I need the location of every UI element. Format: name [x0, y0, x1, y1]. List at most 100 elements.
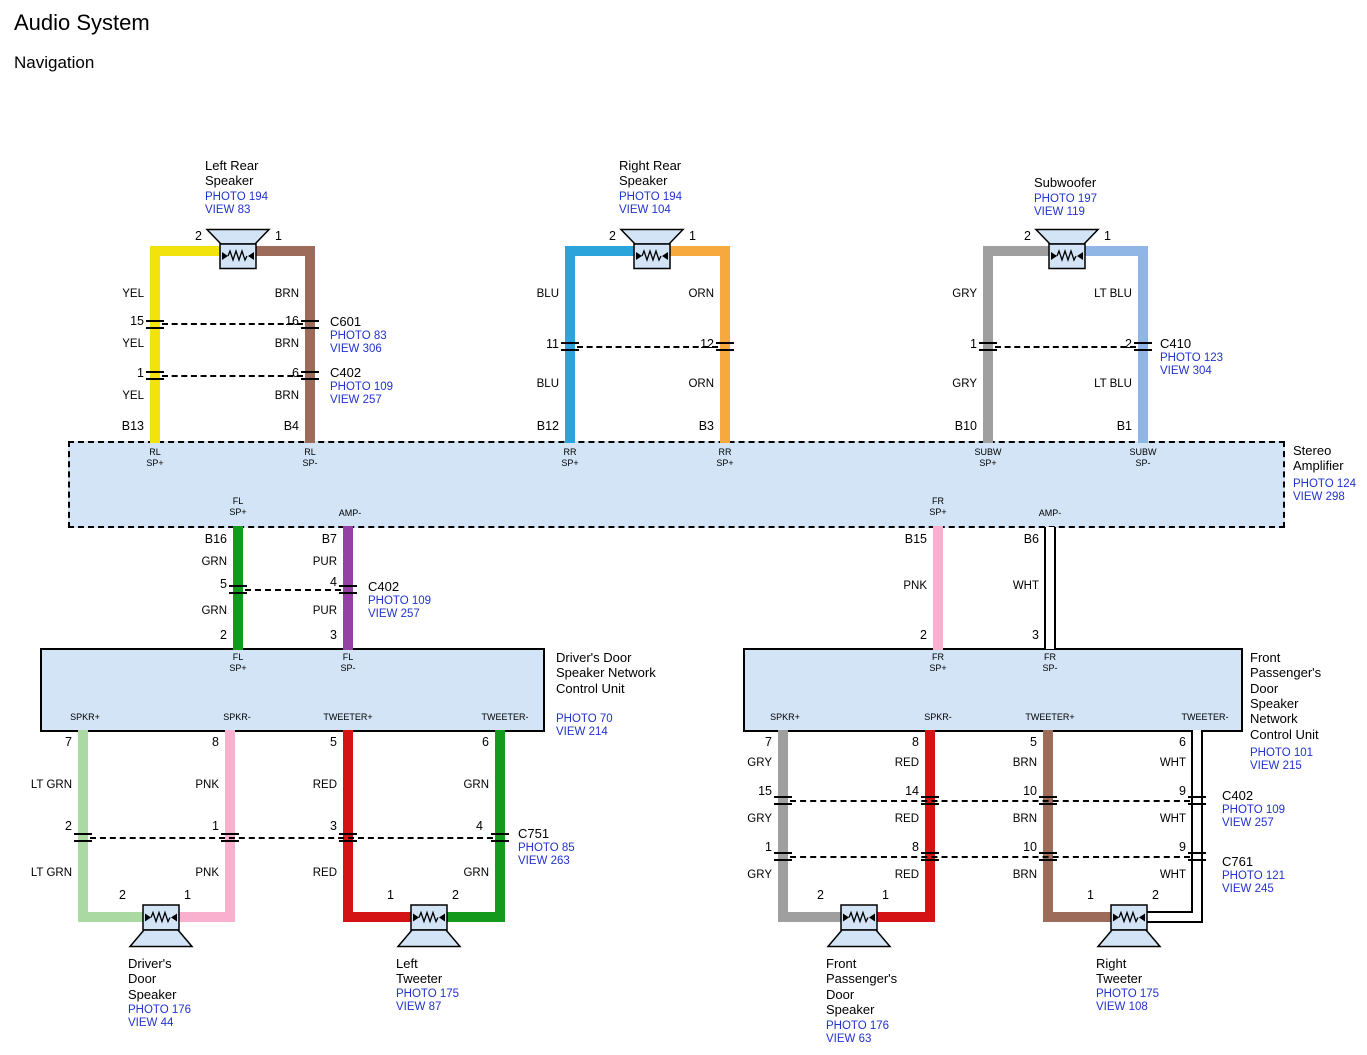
wire-color-label: BRN: [1012, 869, 1037, 881]
passenger-unit-view-link[interactable]: VIEW 215: [1250, 760, 1302, 772]
connector-c751-view-link[interactable]: VIEW 263: [518, 855, 570, 867]
stereo-amplifier-label: Stereo Amplifier: [1293, 443, 1344, 474]
wire-color-label: PUR: [312, 605, 337, 617]
amp-signal-label: FL SP+: [229, 496, 247, 518]
wire-color-label: LT BLU: [1094, 378, 1132, 390]
passenger-door-network-control-unit-label: Front Passenger's Door Speaker Network C…: [1250, 650, 1322, 742]
connector-c761-photo-link[interactable]: PHOTO 121: [1222, 870, 1286, 882]
wire-pas-twt-pos-stub: [1043, 912, 1116, 922]
connector-tick: [1188, 796, 1206, 805]
wire-color-label: PNK: [195, 779, 219, 791]
wire-rl-sp-pos: [150, 246, 160, 443]
pin-number: 1: [275, 229, 282, 243]
passenger-unit-photo-link[interactable]: PHOTO 101: [1250, 747, 1314, 759]
left-tweeter-photo-link[interactable]: PHOTO 175: [396, 988, 460, 1000]
subwoofer-photo-link[interactable]: PHOTO 197: [1034, 193, 1098, 205]
connector-c751-dashed-line: [90, 837, 493, 839]
pin-number: 2: [1024, 229, 1031, 243]
connector-rear-right-dashed-line: [577, 346, 718, 348]
connector-c410-photo-link[interactable]: PHOTO 123: [1160, 352, 1224, 364]
connector-tick: [561, 342, 579, 351]
connector-c402-rear-photo-link[interactable]: PHOTO 109: [330, 381, 394, 393]
connector-c761-view-link[interactable]: VIEW 245: [1222, 883, 1274, 895]
amp-signal-label: RL SP-: [302, 447, 318, 469]
pin-number: 6: [292, 366, 299, 380]
pin-number: 9: [1179, 840, 1186, 854]
connector-c410-label: C410: [1160, 336, 1192, 351]
right-rear-speaker-photo-link[interactable]: PHOTO 194: [619, 191, 683, 203]
front-passengers-door-speaker-view-link[interactable]: VIEW 63: [826, 1033, 872, 1045]
pin-number: 14: [905, 784, 919, 798]
connector-c601-dashed-line: [162, 323, 303, 325]
pin-number: 3: [330, 819, 337, 833]
right-tweeter-photo-link[interactable]: PHOTO 175: [1096, 988, 1160, 1000]
drivers-door-speaker-view-link[interactable]: VIEW 44: [128, 1017, 174, 1029]
connector-c402-rear-view-link[interactable]: VIEW 257: [330, 394, 382, 406]
right-tweeter-view-link[interactable]: VIEW 108: [1096, 1001, 1148, 1013]
drivers-door-speaker-label: Driver's Door Speaker: [128, 956, 177, 1002]
connector-c402-front-photo-link[interactable]: PHOTO 109: [368, 595, 432, 607]
wire-drv-twt-neg-stub: [440, 912, 505, 922]
subwoofer-view-link[interactable]: VIEW 119: [1034, 206, 1085, 218]
left-rear-speaker-symbol: [205, 228, 271, 270]
terminal-label: B16: [204, 532, 227, 546]
driver-unit-view-link[interactable]: VIEW 214: [556, 726, 608, 738]
wire-color-label: RED: [312, 867, 337, 879]
unit-signal-label: TWEETER+: [1025, 712, 1075, 722]
pin-number: 3: [1032, 628, 1039, 642]
wire-color-label: PNK: [903, 580, 927, 592]
terminal-label: B12: [536, 419, 559, 433]
left-rear-speaker-view-link[interactable]: VIEW 83: [205, 204, 251, 216]
driver-door-network-control-unit-label: Driver's Door Speaker Network Control Un…: [556, 650, 656, 696]
pin-number: 1: [1087, 888, 1094, 902]
right-tweeter-label: Right Tweeter: [1096, 956, 1143, 987]
connector-c402-pass-photo-link[interactable]: PHOTO 109: [1222, 804, 1286, 816]
unit-signal-label: FL SP-: [340, 652, 356, 674]
wire-color-label: GRN: [463, 779, 489, 791]
amp-signal-label: AMP-: [1038, 508, 1062, 518]
connector-c410-view-link[interactable]: VIEW 304: [1160, 365, 1212, 377]
drivers-door-speaker-symbol: [128, 904, 194, 948]
pin-number: 1: [212, 819, 219, 833]
connector-c601-photo-link[interactable]: PHOTO 83: [330, 330, 387, 342]
wire-color-label: GRN: [201, 556, 227, 568]
right-rear-speaker-view-link[interactable]: VIEW 104: [619, 204, 671, 216]
amp-signal-label: FR SP+: [929, 496, 947, 518]
stereo-amplifier-view-link[interactable]: VIEW 298: [1293, 491, 1345, 503]
wire-color-label: PNK: [195, 867, 219, 879]
connector-tick: [1039, 852, 1057, 861]
pin-number: 2: [195, 229, 202, 243]
pin-number: 7: [765, 735, 772, 749]
connector-tick: [491, 833, 509, 842]
terminal-label: B3: [698, 419, 714, 433]
front-passengers-door-speaker-symbol: [826, 904, 892, 948]
left-tweeter-view-link[interactable]: VIEW 87: [396, 1001, 442, 1013]
wire-color-label: ORN: [688, 378, 714, 390]
wire-pas-spkr-pos: [778, 730, 788, 922]
wire-color-label: RED: [894, 757, 919, 769]
connector-c601-view-link[interactable]: VIEW 306: [330, 343, 382, 355]
left-rear-speaker-photo-link[interactable]: PHOTO 194: [205, 191, 269, 203]
stereo-amplifier-photo-link[interactable]: PHOTO 124: [1293, 478, 1357, 490]
pin-number: 4: [330, 575, 337, 589]
connector-c751-photo-link[interactable]: PHOTO 85: [518, 842, 575, 854]
driver-unit-photo-link[interactable]: PHOTO 70: [556, 713, 613, 725]
amp-signal-label: RR SP+: [716, 447, 734, 469]
pin-number: 1: [882, 888, 889, 902]
connector-c402-pass-dashed-line: [790, 800, 1190, 802]
page-title: Audio System: [14, 10, 150, 35]
connector-c402-pass-view-link[interactable]: VIEW 257: [1222, 817, 1274, 829]
connector-c761-label: C761: [1222, 854, 1254, 869]
wire-color-label: BLU: [536, 288, 559, 300]
wire-color-label: BRN: [1012, 757, 1037, 769]
amp-signal-label: SUBW SP+: [974, 447, 1002, 469]
front-passengers-door-speaker-photo-link[interactable]: PHOTO 176: [826, 1020, 890, 1032]
left-tweeter-label: Left Tweeter: [396, 956, 443, 987]
pin-number: 8: [912, 735, 919, 749]
connector-tick: [716, 342, 734, 351]
wire-color-label: GRY: [952, 378, 977, 390]
pin-number: 15: [130, 314, 144, 328]
pin-number: 8: [912, 840, 919, 854]
drivers-door-speaker-photo-link[interactable]: PHOTO 176: [128, 1004, 192, 1016]
connector-c402-front-view-link[interactable]: VIEW 257: [368, 608, 420, 620]
